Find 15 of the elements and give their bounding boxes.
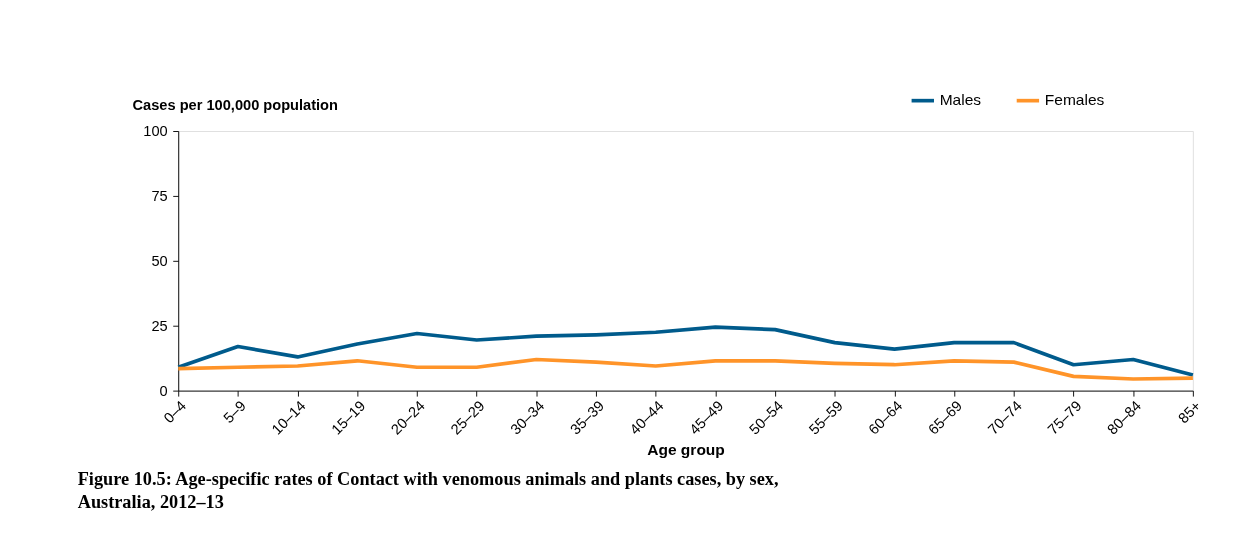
y-tick-label: 100 (143, 123, 168, 140)
x-tick-label: 0–4 (160, 397, 190, 427)
y-axis-title: Cases per 100,000 population (132, 97, 339, 114)
x-axis-title: Age group (647, 440, 725, 458)
legend-label: Females (1044, 91, 1105, 109)
y-tick-label: 75 (151, 187, 168, 204)
y-tick-label: 0 (159, 382, 168, 399)
line-series (176, 325, 1195, 377)
x-tick-label: 85+ (1175, 397, 1204, 427)
y-tick-label: 25 (151, 317, 168, 334)
line-series (176, 357, 1195, 381)
x-tick-label: 5–9 (220, 397, 249, 427)
text: Figure 10.5: Age-specific rates of Contact with venomous animals and plants cases, by sex, Australia, 2012–13 (77, 468, 779, 513)
y-tick-label: 50 (151, 252, 168, 269)
legend-label: Males (939, 91, 982, 109)
